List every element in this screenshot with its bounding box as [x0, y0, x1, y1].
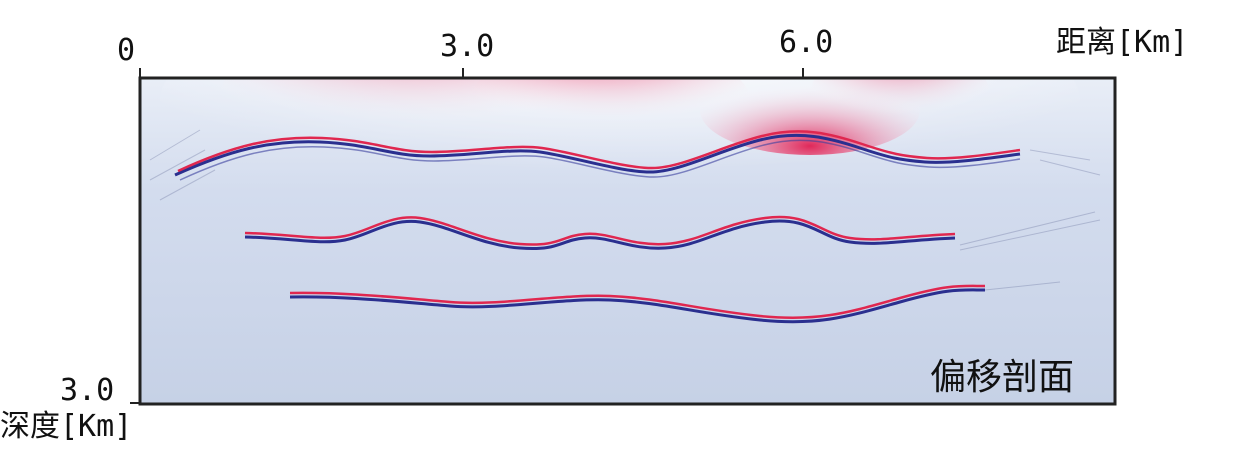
panel-caption: 偏移剖面	[930, 357, 1075, 398]
x-tick-label-1: 3.0	[440, 29, 495, 64]
section-frame	[138, 76, 1117, 406]
reflector-3	[289, 284, 986, 324]
y-axis-title: 深度[Km]	[0, 409, 133, 444]
x-tick-label-2: 6.0	[779, 25, 834, 60]
reflector-1	[174, 130, 1021, 181]
y-tick-label-bottom: 3.0	[60, 373, 115, 408]
migration-noise-far-right	[810, 78, 990, 145]
reflector-2	[244, 215, 956, 251]
x-axis-title: 距离[Km]	[1056, 25, 1189, 60]
edge-artifacts	[149, 129, 1101, 291]
x-tick-label-0: 0	[117, 33, 136, 68]
migration-noise-center	[470, 78, 750, 155]
